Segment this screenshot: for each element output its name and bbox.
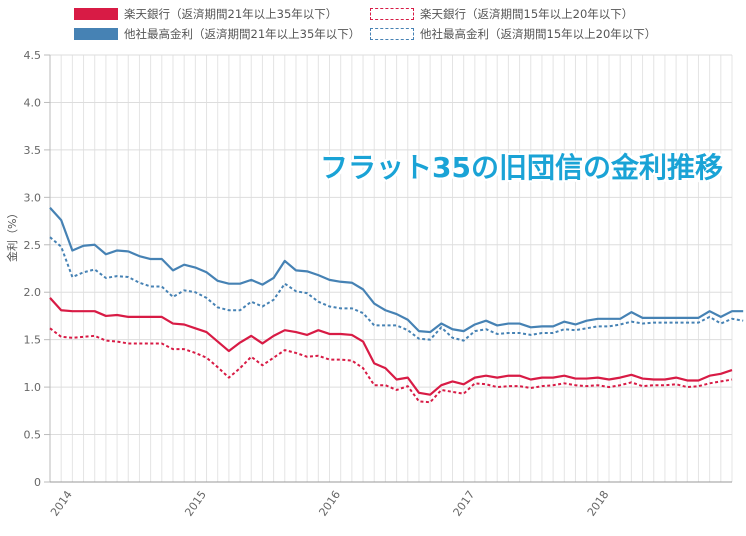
- x-tick-label: 2014: [48, 488, 75, 518]
- y-tick-label: 2.5: [24, 239, 42, 252]
- y-axis-label: 金利（%）: [6, 207, 19, 262]
- chart-legend: 楽天銀行（返済期間21年以上35年以下） 楽天銀行（返済期間15年以上20年以下…: [0, 6, 746, 46]
- legend-swatch: [74, 28, 118, 40]
- y-tick-label: 0: [34, 476, 41, 489]
- y-tick-label: 3.5: [24, 144, 42, 157]
- legend-item-others-15-20[interactable]: 他社最高金利（返済期間15年以上20年以下）: [370, 26, 656, 42]
- overlay-title: フラット35の旧団信の金利推移: [320, 151, 723, 184]
- legend-item-others-21-35[interactable]: 他社最高金利（返済期間21年以上35年以下）: [74, 26, 360, 42]
- y-tick-label: 4.0: [24, 96, 42, 109]
- legend-item-rakuten-21-35[interactable]: 楽天銀行（返済期間21年以上35年以下）: [74, 6, 337, 22]
- y-tick-label: 1.5: [24, 334, 42, 347]
- legend-swatch: [370, 28, 414, 40]
- legend-swatch: [74, 8, 118, 20]
- legend-swatch: [370, 8, 414, 20]
- x-tick-label: 2018: [585, 488, 612, 518]
- y-tick-label: 1.0: [24, 381, 42, 394]
- x-tick-label: 2015: [182, 488, 209, 518]
- legend-label: 他社最高金利（返済期間21年以上35年以下）: [124, 27, 361, 41]
- y-tick-label: 4.5: [24, 49, 42, 62]
- series-line: [49, 207, 744, 334]
- y-tick-label: 0.5: [24, 429, 42, 442]
- series-line: [49, 236, 744, 342]
- series-line: [49, 327, 733, 404]
- legend-label: 他社最高金利（返済期間15年以上20年以下）: [420, 27, 657, 41]
- legend-item-rakuten-15-20[interactable]: 楽天銀行（返済期間15年以上20年以下）: [370, 6, 633, 22]
- series-line: [49, 297, 733, 396]
- legend-label: 楽天銀行（返済期間15年以上20年以下）: [420, 7, 634, 21]
- x-tick-label: 2016: [316, 488, 343, 518]
- y-tick-label: 3.0: [24, 191, 42, 204]
- legend-label: 楽天銀行（返済期間21年以上35年以下）: [124, 7, 338, 21]
- x-tick-label: 2017: [451, 488, 478, 518]
- y-tick-label: 2.0: [24, 286, 42, 299]
